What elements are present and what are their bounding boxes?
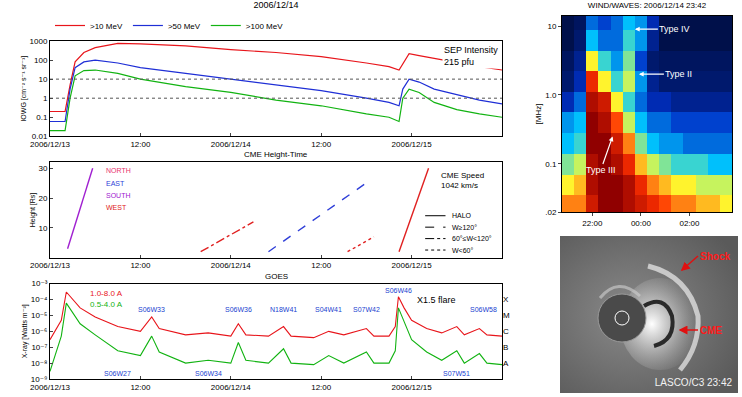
svg-text:S06W58: S06W58: [470, 306, 497, 313]
svg-text:1.0-8.0 A: 1.0-8.0 A: [90, 289, 123, 298]
svg-text:10: 10: [38, 75, 47, 84]
svg-text:2006/12/13: 2006/12/13: [30, 140, 71, 149]
svg-text:12:00: 12:00: [130, 383, 151, 392]
svg-text:2006/12/14: 2006/12/14: [211, 140, 252, 149]
svg-text:12:00: 12:00: [311, 140, 332, 149]
svg-text:22:00: 22:00: [582, 219, 603, 228]
svg-text:2006/12/15: 2006/12/15: [392, 383, 433, 392]
svg-text:00:00: 00:00: [631, 219, 652, 228]
svg-text:12:00: 12:00: [130, 140, 151, 149]
svg-text:0.01: 0.01: [32, 132, 48, 141]
svg-text:HALO: HALO: [452, 212, 472, 219]
svg-text:B: B: [503, 343, 508, 352]
svg-text:60°≤W<120°: 60°≤W<120°: [452, 235, 492, 242]
svg-text:2006/12/15: 2006/12/15: [392, 140, 433, 149]
svg-text:>50 MeV: >50 MeV: [168, 22, 201, 31]
svg-text:LASCO/C3 23:42: LASCO/C3 23:42: [655, 377, 733, 388]
svg-text:2006/12/14: 2006/12/14: [253, 0, 298, 10]
svg-text:10: 10: [38, 224, 47, 233]
svg-text:30: 30: [38, 164, 47, 173]
svg-text:A: A: [503, 359, 509, 368]
svg-text:.02: .02: [545, 208, 557, 217]
svg-text:1: 1: [43, 94, 48, 103]
svg-text:X1.5 flare: X1.5 flare: [417, 295, 456, 305]
svg-text:12:00: 12:00: [311, 383, 332, 392]
svg-text:Type III: Type III: [586, 165, 616, 175]
svg-text:1.0: 1.0: [545, 91, 557, 100]
svg-text:EAST: EAST: [106, 180, 125, 187]
svg-text:10⁻⁵: 10⁻⁵: [31, 311, 47, 320]
svg-text:C: C: [503, 327, 509, 336]
svg-text:S06W27: S06W27: [104, 370, 131, 377]
svg-text:CME: CME: [700, 325, 723, 336]
svg-text:WIND/WAVES: 2006/12/14 23:42: WIND/WAVES: 2006/12/14 23:42: [588, 1, 707, 10]
svg-text:WEST: WEST: [106, 204, 127, 211]
svg-text:Height [Rs]: Height [Rs]: [29, 193, 37, 228]
svg-text:12:00: 12:00: [311, 261, 332, 270]
svg-text:02:00: 02:00: [679, 219, 700, 228]
svg-text:10⁻⁷: 10⁻⁷: [31, 343, 47, 352]
svg-text:10⁻³: 10⁻³: [32, 279, 48, 288]
svg-text:CME Speed1042 km/s: CME Speed1042 km/s: [441, 171, 484, 190]
svg-text:W≥120°: W≥120°: [452, 224, 477, 231]
svg-text:X-ray [Watts m⁻²]: X-ray [Watts m⁻²]: [21, 304, 29, 358]
svg-text:S07W51: S07W51: [443, 370, 470, 377]
svg-text:S06W46: S06W46: [385, 287, 412, 294]
svg-text:2006/12/13: 2006/12/13: [30, 383, 71, 392]
svg-text:10: 10: [547, 22, 556, 31]
svg-text:10⁻⁶: 10⁻⁶: [31, 327, 47, 336]
svg-text:2006/12/14: 2006/12/14: [211, 383, 252, 392]
svg-text:S06W36: S06W36: [225, 306, 252, 313]
svg-text:S04W41: S04W41: [315, 306, 342, 313]
svg-text:100: 100: [34, 56, 48, 65]
svg-text:1000: 1000: [30, 37, 48, 46]
svg-text:SOUTH: SOUTH: [106, 192, 131, 199]
svg-text:12:00: 12:00: [130, 261, 151, 270]
svg-text:0.1: 0.1: [545, 160, 557, 169]
svg-text:GOES: GOES: [265, 272, 288, 281]
svg-text:S07W42: S07W42: [353, 306, 380, 313]
svg-text:S06W33: S06W33: [138, 306, 165, 313]
svg-text:10⁻⁴: 10⁻⁴: [31, 295, 48, 304]
svg-text:X: X: [503, 295, 509, 304]
svg-text:SEP Intensity215 pfu: SEP Intensity215 pfu: [444, 45, 498, 67]
svg-text:0.1: 0.1: [36, 113, 48, 122]
svg-text:10⁻⁸: 10⁻⁸: [31, 359, 48, 368]
svg-text:0.5-4.0 A: 0.5-4.0 A: [90, 300, 123, 309]
svg-text:CME Height-Time: CME Height-Time: [244, 150, 308, 159]
svg-text:Type II: Type II: [665, 69, 692, 79]
svg-text:10⁻⁹: 10⁻⁹: [31, 375, 48, 384]
svg-text:Type IV: Type IV: [659, 24, 690, 34]
svg-text:[MHz]: [MHz]: [534, 104, 543, 125]
svg-text:>100 MeV: >100 MeV: [246, 22, 283, 31]
svg-text:2006/12/15: 2006/12/15: [392, 261, 433, 270]
svg-text:M: M: [503, 311, 510, 320]
svg-text:Shock: Shock: [700, 251, 730, 262]
svg-text:N18W41: N18W41: [270, 306, 297, 313]
svg-text:2006/12/13: 2006/12/13: [30, 261, 71, 270]
svg-text:2006/12/14: 2006/12/14: [211, 261, 252, 270]
svg-text:S06W34: S06W34: [195, 370, 222, 377]
svg-text:>10 MeV: >10 MeV: [90, 22, 123, 31]
svg-text:W<60°: W<60°: [452, 247, 473, 254]
svg-text:IOWG [cm⁻² s⁻¹ sr⁻¹]: IOWG [cm⁻² s⁻¹ sr⁻¹]: [20, 56, 28, 122]
svg-text:20: 20: [38, 194, 47, 203]
svg-text:NORTH: NORTH: [106, 167, 131, 174]
